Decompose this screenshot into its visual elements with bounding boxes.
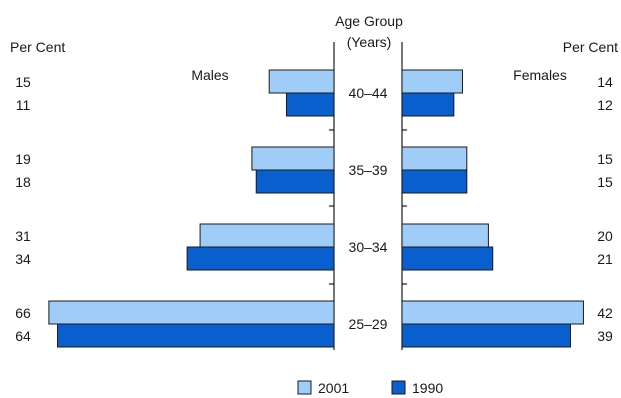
bars-group: [48, 69, 584, 348]
labels-group: 40–44 15 14 11 12 35–39 19 15 18 15 30–34 31 20 34 21 2…: [15, 74, 613, 344]
bar-male-2001-40-44: [268, 69, 335, 94]
bar-female-1990-35-39: [401, 169, 468, 194]
left-unit-label: Per Cent: [10, 39, 65, 55]
value-label-female-1990-35-39: 15: [597, 174, 613, 190]
bar-male-2001-25-29: [48, 300, 335, 325]
value-label-male-2001-30-34: 31: [15, 228, 31, 244]
value-label-male-2001-35-39: 19: [15, 151, 31, 167]
bar-male-2001-35-39: [251, 146, 335, 171]
value-label-male-2001-25-29: 66: [15, 305, 31, 321]
legend-label-2001: 2001: [318, 380, 349, 396]
bar-female-2001-40-44: [401, 69, 463, 94]
bar-male-1990-25-29: [57, 323, 335, 348]
value-label-female-2001-35-39: 15: [597, 151, 613, 167]
bar-female-1990-40-44: [401, 92, 455, 117]
center-label-line1: Age Group: [335, 13, 403, 29]
value-label-female-1990-30-34: 21: [597, 251, 613, 267]
axis-ticks: [329, 129, 407, 285]
legend-swatch-1990: [391, 380, 406, 395]
value-label-female-1990-25-29: 39: [597, 328, 613, 344]
legend: 2001 1990: [297, 380, 443, 396]
bar-male-1990-40-44: [285, 92, 335, 117]
right-unit-label: Per Cent: [563, 39, 618, 55]
category-label-40-44: 40–44: [349, 85, 388, 101]
males-label: Males: [191, 67, 228, 83]
value-label-female-2001-30-34: 20: [597, 228, 613, 244]
bar-male-2001-30-34: [199, 223, 335, 248]
value-label-male-2001-40-44: 15: [15, 74, 31, 90]
center-label-line2: (Years): [347, 34, 392, 50]
value-label-male-1990-40-44: 11: [16, 97, 31, 113]
bar-female-2001-25-29: [401, 300, 584, 325]
value-label-male-1990-25-29: 64: [15, 328, 31, 344]
value-label-female-2001-25-29: 42: [597, 305, 613, 321]
value-label-male-1990-30-34: 34: [15, 251, 31, 267]
bar-female-1990-30-34: [401, 246, 494, 271]
bar-female-1990-25-29: [401, 323, 571, 348]
bar-male-1990-30-34: [186, 246, 335, 271]
category-label-25-29: 25–29: [349, 316, 388, 332]
value-label-female-1990-40-44: 12: [597, 97, 613, 113]
bar-male-1990-35-39: [255, 169, 335, 194]
value-label-male-1990-35-39: 18: [15, 174, 31, 190]
bar-female-2001-30-34: [401, 223, 489, 248]
bar-female-2001-35-39: [401, 146, 468, 171]
legend-label-1990: 1990: [412, 380, 443, 396]
females-label: Females: [513, 67, 567, 83]
legend-swatch-2001: [297, 380, 312, 395]
category-label-30-34: 30–34: [349, 239, 388, 255]
value-label-female-2001-40-44: 14: [597, 74, 613, 90]
category-label-35-39: 35–39: [349, 162, 388, 178]
